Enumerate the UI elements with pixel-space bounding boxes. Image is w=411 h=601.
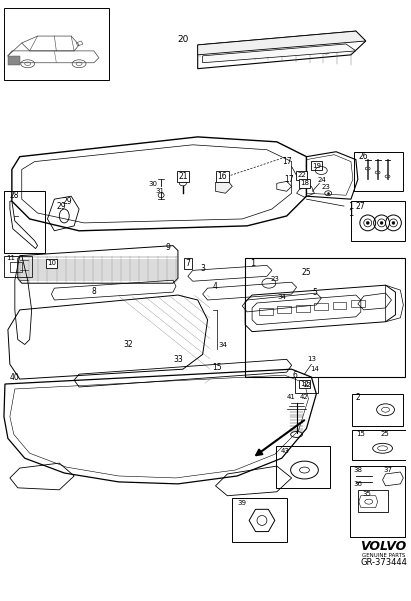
Text: 5: 5: [312, 288, 317, 297]
Circle shape: [392, 221, 395, 224]
Text: 20: 20: [177, 34, 189, 43]
Text: 12: 12: [300, 381, 309, 387]
Text: 23: 23: [270, 276, 279, 282]
Bar: [296, 305, 309, 312]
Bar: [351, 300, 365, 307]
Text: 30: 30: [149, 182, 158, 188]
Text: 39: 39: [237, 499, 246, 505]
Bar: [354, 151, 403, 191]
Text: 13: 13: [307, 356, 316, 362]
Text: 33: 33: [173, 355, 183, 364]
Circle shape: [380, 221, 383, 224]
Text: 29: 29: [62, 197, 72, 206]
Polygon shape: [203, 44, 356, 63]
Text: 8: 8: [92, 287, 96, 296]
Text: 4: 4: [213, 282, 218, 291]
Text: 17: 17: [282, 157, 291, 166]
Bar: [4, 255, 32, 277]
Text: 42: 42: [300, 394, 309, 400]
Text: 19: 19: [312, 162, 321, 168]
Bar: [4, 8, 109, 79]
Text: 7: 7: [185, 259, 190, 268]
Text: 26: 26: [359, 152, 369, 161]
Bar: [245, 258, 405, 377]
Text: 34: 34: [218, 343, 227, 349]
Text: 34: 34: [277, 294, 286, 300]
Text: 38: 38: [354, 467, 363, 473]
Bar: [277, 307, 291, 313]
Bar: [232, 498, 287, 542]
Bar: [332, 302, 346, 308]
Bar: [276, 447, 330, 488]
Text: 41: 41: [286, 394, 295, 400]
Text: 25: 25: [302, 268, 311, 277]
Text: GR-373444: GR-373444: [360, 558, 407, 567]
Bar: [4, 191, 46, 252]
Text: 12: 12: [302, 382, 311, 388]
Text: 21: 21: [178, 172, 188, 181]
Text: 15: 15: [356, 432, 365, 438]
Text: 9: 9: [166, 243, 171, 252]
Bar: [358, 490, 388, 511]
Text: VOLVO: VOLVO: [360, 540, 407, 553]
Text: 29: 29: [56, 201, 66, 210]
Bar: [10, 263, 22, 272]
Polygon shape: [198, 31, 366, 55]
Text: 1: 1: [348, 209, 353, 218]
Text: 10: 10: [47, 260, 56, 266]
Text: 22: 22: [297, 172, 306, 178]
Text: 25: 25: [381, 432, 389, 438]
Text: 23: 23: [322, 185, 331, 191]
Text: 24: 24: [318, 177, 327, 183]
Text: 37: 37: [383, 467, 393, 473]
Text: 40: 40: [10, 373, 20, 382]
Text: 15: 15: [212, 363, 222, 372]
Bar: [350, 466, 405, 537]
Text: 18: 18: [300, 180, 309, 186]
Polygon shape: [215, 180, 232, 194]
Text: 27: 27: [356, 201, 365, 210]
Bar: [352, 430, 406, 460]
Text: 17: 17: [284, 175, 293, 184]
Text: 43: 43: [281, 448, 290, 454]
Text: 11: 11: [6, 255, 15, 261]
Bar: [259, 308, 273, 315]
Text: 2: 2: [356, 394, 360, 403]
Polygon shape: [8, 56, 20, 65]
Bar: [295, 377, 318, 393]
Text: 31: 31: [156, 188, 165, 194]
Text: 28: 28: [10, 191, 19, 200]
Text: 3: 3: [200, 264, 205, 273]
Text: 16: 16: [217, 172, 227, 181]
Text: 35: 35: [363, 491, 372, 497]
Bar: [314, 303, 328, 310]
Text: GENUINE PARTS: GENUINE PARTS: [362, 552, 405, 558]
Text: 6: 6: [292, 371, 297, 380]
Text: 1: 1: [250, 259, 255, 268]
Text: 36: 36: [354, 481, 363, 487]
Circle shape: [366, 221, 369, 224]
Bar: [351, 201, 405, 240]
Text: 32: 32: [124, 340, 133, 349]
Text: 1: 1: [348, 201, 353, 210]
Text: 14: 14: [310, 366, 319, 372]
Bar: [352, 394, 403, 426]
